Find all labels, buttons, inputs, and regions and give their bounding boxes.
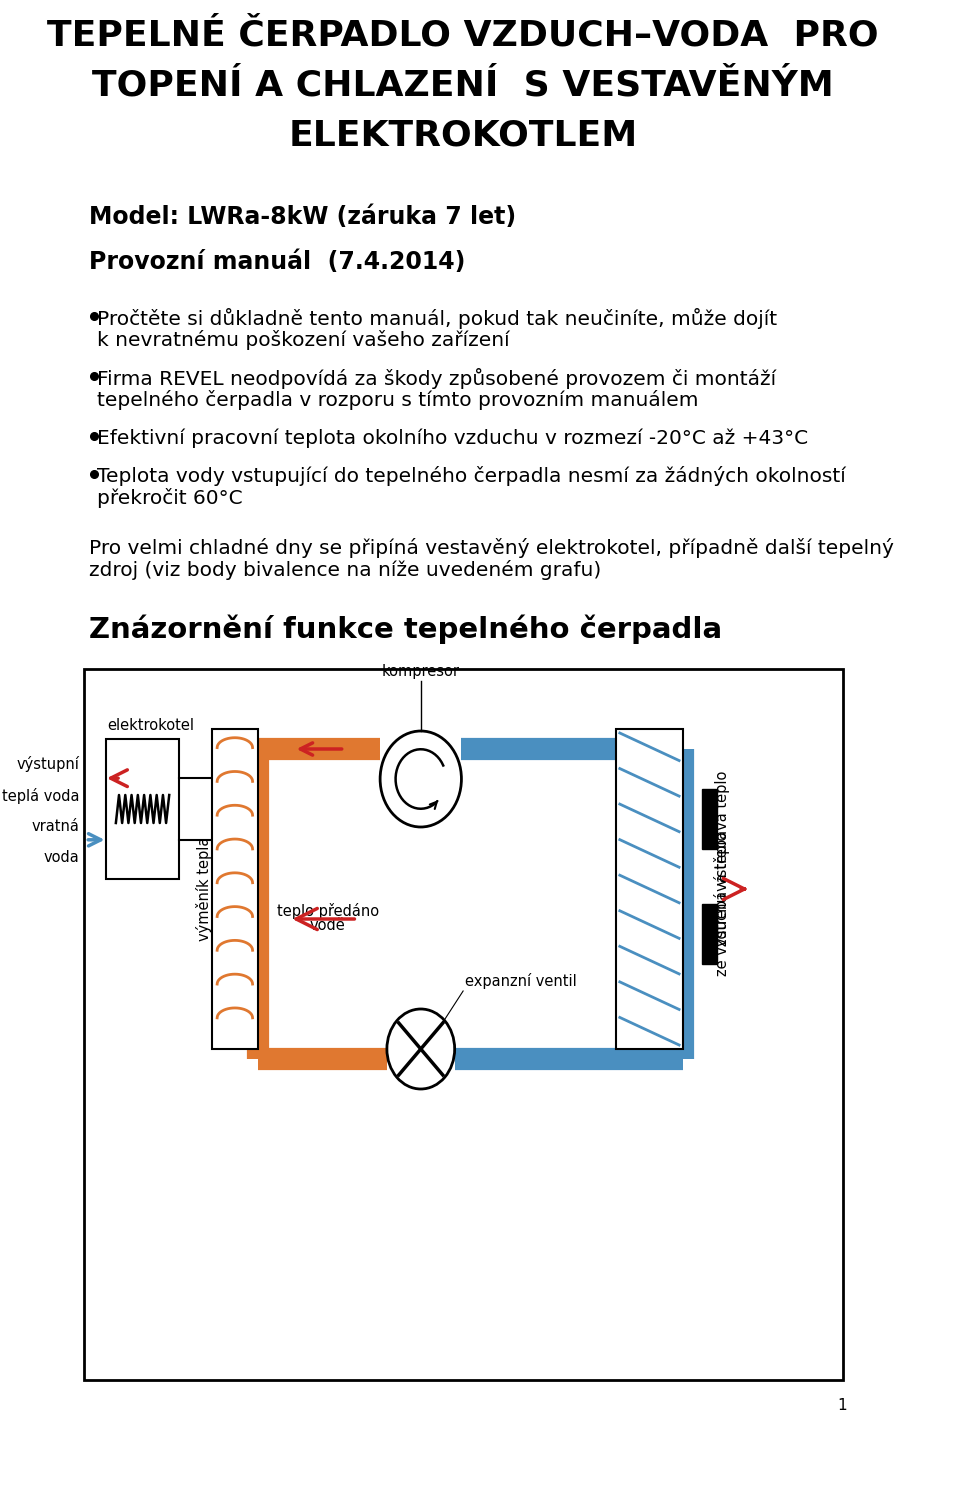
Text: zdroj (viz body bivalence na níže uvedeném grafu): zdroj (viz body bivalence na níže uveden… [88,559,601,581]
Text: elektrokotel: elektrokotel [108,717,194,732]
Text: voda: voda [44,850,80,865]
Bar [106,738,180,878]
Text: ELEKTROKOTLEM: ELEKTROKOTLEM [289,117,637,152]
Text: k nevratnému poškození vašeho zařízení: k nevratnému poškození vašeho zařízení [97,329,510,350]
Text: kompresor: kompresor [382,663,460,678]
Circle shape [380,731,462,827]
Text: Pročtěte si důkladně tento manuál, pokud tak neučiníte, může dojít: Pročtěte si důkladně tento manuál, pokud… [97,308,778,329]
Text: Znázornění funkce tepelného čerpadla: Znázornění funkce tepelného čerpadla [88,614,722,644]
Text: Teplota vody vstupující do tepelného čerpadla nesmí za žádných okolností: Teplota vody vstupující do tepelného čer… [97,466,846,486]
Text: překročit 60°C: překročit 60°C [97,487,243,508]
Text: Efektivní pracovní teplota okolního vzduchu v rozmezí -20°C až +43°C: Efektivní pracovní teplota okolního vzdu… [97,429,808,448]
Text: vratná: vratná [32,818,80,833]
Text: vodě: vodě [310,917,346,932]
Text: Model: LWRa-8kW (záruka 7 let): Model: LWRa-8kW (záruka 7 let) [88,205,516,229]
Text: ze vzduchu: ze vzduchu [715,893,730,976]
Text: Firma REVEL neodpovídá za škody způsobené provozem či montáží: Firma REVEL neodpovídá za škody způsoben… [97,368,777,390]
Bar [615,729,684,1048]
Text: TOPENÍ A CHLAZENÍ  S VESTAVĚNÝM: TOPENÍ A CHLAZENÍ S VESTAVĚNÝM [92,68,834,102]
Text: Provozní manuál  (7.4.2014): Provozní manuál (7.4.2014) [88,250,466,274]
Text: expanzní ventil: expanzní ventil [465,973,577,990]
Text: 1: 1 [837,1399,847,1412]
Text: vstřebává teplo: vstřebává teplo [714,832,731,946]
Text: vstřebává teplo: vstřebává teplo [714,770,731,884]
Text: teplo předáno: teplo předáno [276,902,378,919]
Text: teplá voda: teplá voda [2,788,80,805]
Polygon shape [702,904,717,964]
Text: TEPELNÉ ČERPADLO VZDUCH–VODA  PRO: TEPELNÉ ČERPADLO VZDUCH–VODA PRO [47,18,879,53]
Polygon shape [702,790,717,848]
Text: výměník tepla: výměník tepla [196,836,212,942]
Text: tepelného čerpadla v rozporu s tímto provozním manuálem: tepelného čerpadla v rozporu s tímto pro… [97,390,699,411]
Circle shape [387,1009,455,1089]
Text: výstupní: výstupní [16,757,80,772]
Bar [211,729,258,1048]
Bar [84,669,843,1381]
Text: Pro velmi chladné dny se připíná vestavěný elektrokotel, případně další tepelný: Pro velmi chladné dny se připíná vestavě… [88,538,894,558]
